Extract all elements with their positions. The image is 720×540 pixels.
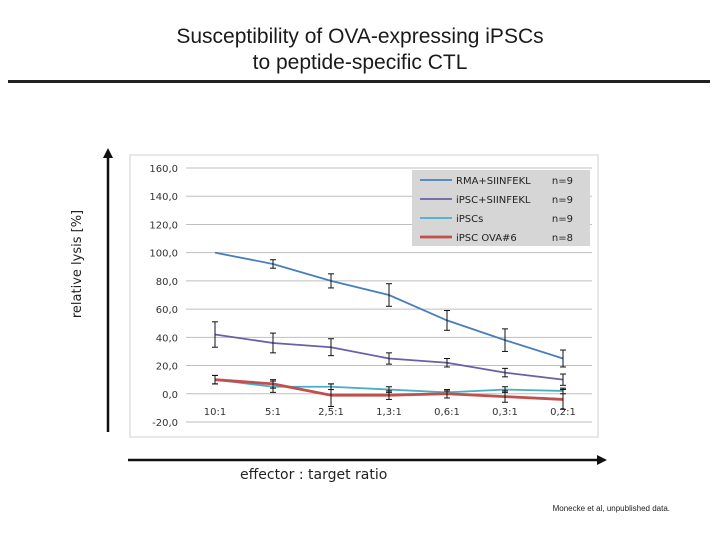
slide-title-line-2: to peptide-specific CTL (252, 51, 468, 74)
x-tick-label: 5:1 (265, 407, 281, 418)
y-tick-label: 140,0 (149, 192, 178, 203)
slide-title-line-1: Susceptibility of OVA-expressing iPSCs (176, 25, 544, 48)
y-tick-label: 0,0 (162, 390, 178, 401)
series-group (212, 251, 566, 410)
y-tick-label: 120,0 (149, 220, 178, 231)
x-tick-label: 2,5:1 (318, 407, 344, 418)
x-tick-label: 0,2:1 (550, 407, 576, 418)
legend-n: n=9 (552, 195, 573, 206)
legend-n: n=9 (552, 176, 573, 187)
legend-label: iPSC+SIINFEKL (456, 195, 531, 206)
y-tick-label: -20,0 (152, 418, 178, 429)
x-axis-label: effector : target ratio (240, 467, 388, 483)
legend-label: iPSC OVA#6 (456, 233, 517, 244)
gridlines (186, 167, 592, 423)
legend-n: n=8 (552, 233, 573, 244)
legend-n: n=9 (552, 214, 573, 225)
y-tick-label: 80,0 (156, 277, 178, 288)
legend-label: iPSCs (456, 214, 483, 225)
y-tick-label: 40,0 (156, 333, 178, 344)
y-axis-label: relative lysis [%] (70, 209, 85, 319)
x-tick-label: 1,3:1 (376, 407, 402, 418)
title-underline (8, 80, 710, 83)
legend: RMA+SIINFEKL n=9 iPSC+SIINFEKL n=9 iPSCs n=9 i… (412, 170, 590, 246)
x-tick-label: 10:1 (204, 407, 226, 418)
x-tick-labels: 10:1 5:1 2,5:1 1,3:1 0,6:1 0,3:1 0,2:1 (204, 407, 576, 418)
y-tick-label: 160,0 (149, 164, 178, 175)
x-tick-label: 0,3:1 (492, 407, 518, 418)
legend-label: RMA+SIINFEKL (456, 176, 531, 187)
y-tick-label: 20,0 (156, 362, 178, 373)
x-tick-label: 0,6:1 (434, 407, 460, 418)
y-tick-labels: -20,0 0,0 20,0 40,0 60,0 80,0 100,0 120,0 140,0 1… (149, 164, 178, 429)
y-tick-label: 100,0 (149, 249, 178, 260)
source-credit: Monecke et al, unpublished data. (552, 504, 670, 513)
y-tick-label: 60,0 (156, 305, 178, 316)
legend-box (412, 170, 590, 246)
